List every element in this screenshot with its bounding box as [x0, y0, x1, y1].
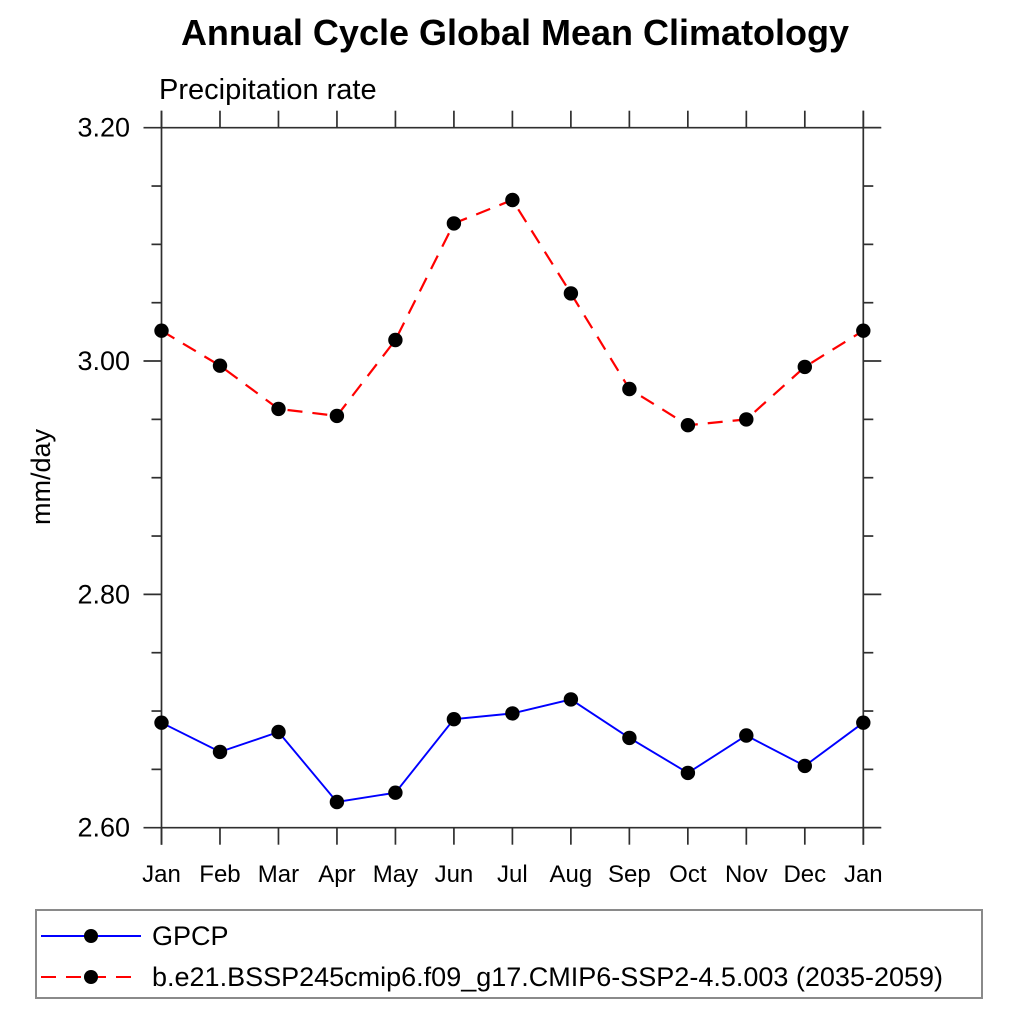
data-point-marker: [329, 794, 345, 810]
series-line-1: [160, 198, 864, 427]
data-point-marker: [446, 216, 462, 231]
legend-label-gpcp: GPCP: [152, 921, 229, 951]
data-point-marker: [154, 715, 169, 730]
x-tick-label: Oct: [669, 861, 707, 888]
x-tick-label: Jan: [844, 861, 883, 888]
data-point-marker: [271, 724, 286, 740]
data-point-marker: [622, 381, 637, 397]
data-point-marker: [739, 412, 754, 427]
legend-line-model: [41, 970, 141, 984]
data-point-marker: [739, 728, 754, 743]
legend-marker-icon: [84, 970, 98, 984]
legend-marker-icon: [84, 929, 98, 943]
y-tick-label: 2.60: [77, 813, 130, 843]
data-point-marker: [154, 323, 169, 338]
x-tick-label: Jun: [435, 861, 474, 888]
data-point-marker: [388, 785, 403, 800]
x-tick-label: Feb: [199, 861, 240, 888]
data-point-marker: [563, 692, 579, 707]
legend-item-gpcp: GPCP: [40, 921, 229, 951]
legend-label-model: b.e21.BSSP245cmip6.f09_g17.CMIP6-SSP2-4.…: [152, 962, 944, 992]
x-tick-label: Dec: [783, 861, 826, 888]
data-point-marker: [271, 401, 286, 417]
x-tick-label: Jan: [142, 861, 181, 888]
data-point-marker: [505, 706, 520, 721]
data-point-marker: [212, 744, 228, 760]
y-tick-label: 2.80: [77, 579, 130, 609]
data-point-marker: [563, 286, 579, 301]
x-tick-label: Jul: [497, 861, 528, 888]
x-tick-label: Apr: [318, 861, 355, 888]
chart-title: Annual Cycle Global Mean Climatology: [181, 12, 849, 53]
x-tick-label: Aug: [550, 861, 593, 888]
legend-item-model: b.e21.BSSP245cmip6.f09_g17.CMIP6-SSP2-4.…: [40, 962, 943, 992]
x-tick-label: Sep: [608, 861, 651, 888]
chart-subtitle: Precipitation rate: [159, 74, 377, 106]
data-point-marker: [212, 358, 228, 373]
data-point-marker: [680, 765, 696, 781]
legend-line-gpcp: [41, 929, 141, 943]
data-point-marker: [797, 359, 812, 375]
data-point-marker: [505, 192, 520, 208]
data-point-marker: [622, 730, 637, 746]
data-point-marker: [856, 323, 871, 338]
data-point-marker: [680, 418, 696, 433]
y-tick-label: 3.00: [77, 346, 130, 376]
data-point-marker: [446, 712, 462, 727]
series-group: [154, 192, 871, 810]
axes: Jan Feb Mar Apr May Jun Jul Aug Sep Oct Nov Dec Jan 3…: [77, 110, 883, 888]
x-tick-label: Nov: [725, 861, 768, 888]
y-axis-label: mm/day: [26, 428, 56, 525]
legend-box: GPCP b.e21.BSSP245cmip6.f09_g17.CMIP6-SS…: [35, 909, 983, 999]
data-point-marker: [388, 332, 403, 348]
data-point-marker: [856, 715, 871, 730]
x-tick-label: May: [373, 861, 418, 888]
data-point-marker: [329, 408, 345, 424]
data-point-marker: [797, 758, 812, 774]
y-tick-label: 3.20: [77, 113, 130, 143]
x-tick-label: Mar: [258, 861, 299, 888]
